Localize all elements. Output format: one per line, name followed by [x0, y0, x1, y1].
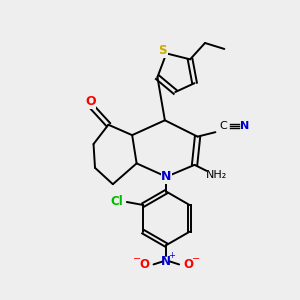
- Text: N: N: [241, 121, 250, 131]
- Text: N: N: [161, 170, 172, 183]
- Text: N: N: [161, 255, 171, 268]
- Text: O: O: [183, 258, 193, 271]
- Text: O: O: [140, 258, 150, 271]
- Text: Cl: Cl: [110, 195, 123, 208]
- Text: S: S: [158, 44, 167, 57]
- Text: O: O: [85, 95, 96, 108]
- Text: NH₂: NH₂: [206, 170, 227, 180]
- Text: −: −: [133, 254, 141, 264]
- Text: C: C: [219, 121, 227, 131]
- Text: −: −: [192, 254, 200, 264]
- Text: +: +: [168, 251, 175, 260]
